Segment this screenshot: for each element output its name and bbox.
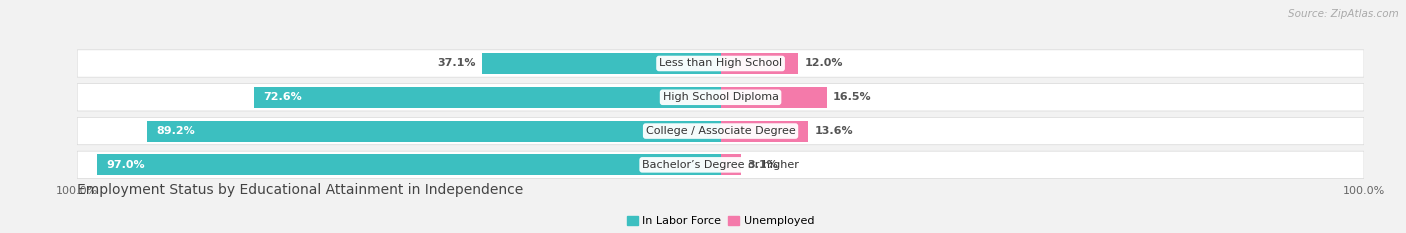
Text: 3.1%: 3.1%	[747, 160, 778, 170]
Bar	[97, 154, 721, 175]
FancyBboxPatch shape	[77, 117, 1364, 145]
Text: Employment Status by Educational Attainment in Independence: Employment Status by Educational Attainm…	[77, 183, 523, 197]
Text: Less than High School: Less than High School	[659, 58, 782, 69]
Bar	[482, 53, 721, 74]
Bar	[146, 121, 721, 141]
Text: 12.0%: 12.0%	[804, 58, 842, 69]
Text: Source: ZipAtlas.com: Source: ZipAtlas.com	[1288, 9, 1399, 19]
Text: High School Diploma: High School Diploma	[662, 92, 779, 102]
Text: 72.6%: 72.6%	[263, 92, 302, 102]
Text: Bachelor’s Degree or higher: Bachelor’s Degree or higher	[643, 160, 799, 170]
Legend: In Labor Force, Unemployed: In Labor Force, Unemployed	[623, 212, 818, 231]
Text: 97.0%: 97.0%	[107, 160, 145, 170]
Bar	[721, 87, 827, 108]
Text: 89.2%: 89.2%	[156, 126, 195, 136]
Bar	[253, 87, 721, 108]
FancyBboxPatch shape	[77, 151, 1364, 178]
Bar	[721, 154, 741, 175]
Bar	[721, 53, 797, 74]
FancyBboxPatch shape	[77, 50, 1364, 77]
Text: College / Associate Degree: College / Associate Degree	[645, 126, 796, 136]
Bar	[721, 121, 808, 141]
Text: 16.5%: 16.5%	[834, 92, 872, 102]
FancyBboxPatch shape	[77, 84, 1364, 111]
Text: 37.1%: 37.1%	[437, 58, 475, 69]
Text: 13.6%: 13.6%	[814, 126, 853, 136]
